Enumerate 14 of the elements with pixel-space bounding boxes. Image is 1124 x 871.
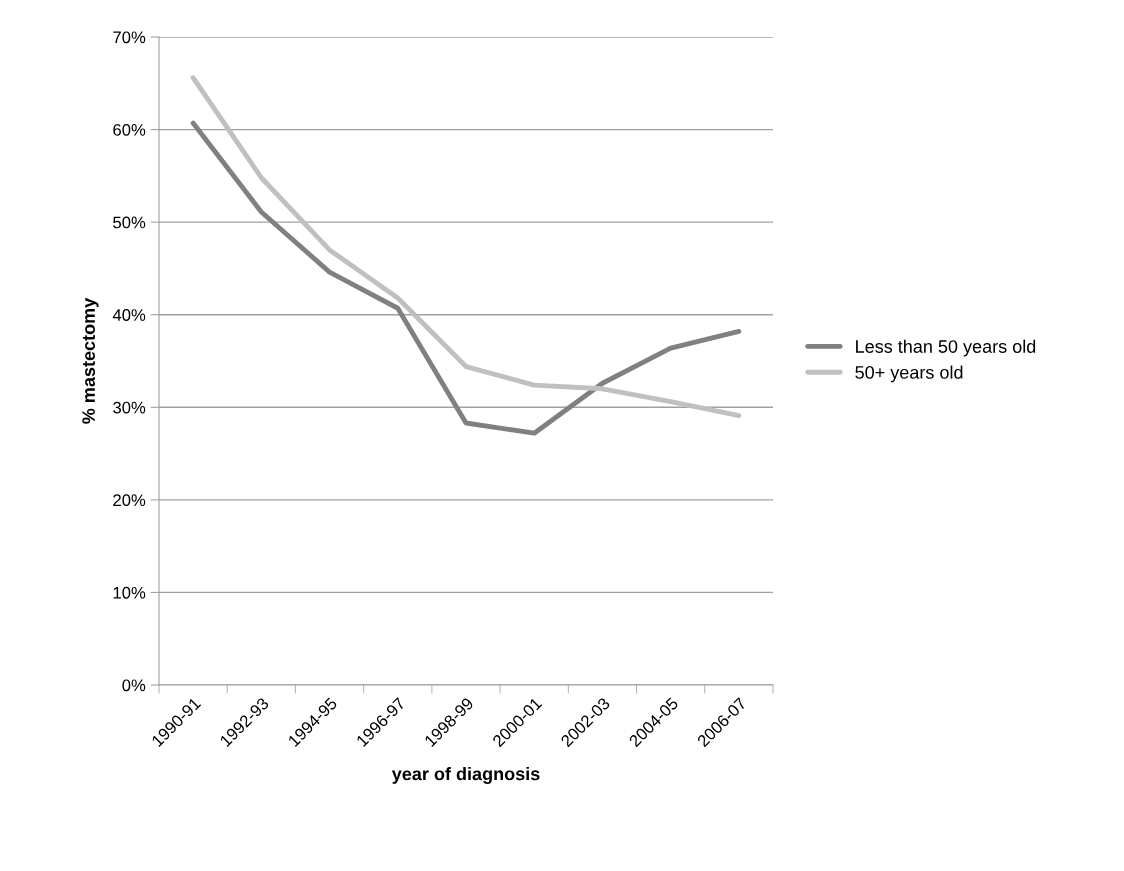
- x-axis-title: year of diagnosis: [391, 767, 540, 784]
- y-tick-label: 30%: [113, 401, 146, 414]
- legend-label: 50+ years old: [855, 365, 963, 383]
- y-tick-label: 70%: [113, 31, 146, 44]
- y-tick-label: 40%: [112, 309, 146, 321]
- y-tick-label: 60%: [113, 123, 146, 136]
- legend-label: Less than 50 years old: [856, 339, 1036, 357]
- y-tick-label: 0%: [122, 679, 146, 692]
- y-tick-label: 10%: [113, 586, 146, 599]
- y-tick-label: 20%: [113, 494, 146, 507]
- y-axis-title: % mastectomy: [82, 297, 99, 424]
- line-series: [190, 75, 742, 419]
- line-series: [190, 120, 742, 436]
- y-tick-label: 50%: [113, 216, 146, 229]
